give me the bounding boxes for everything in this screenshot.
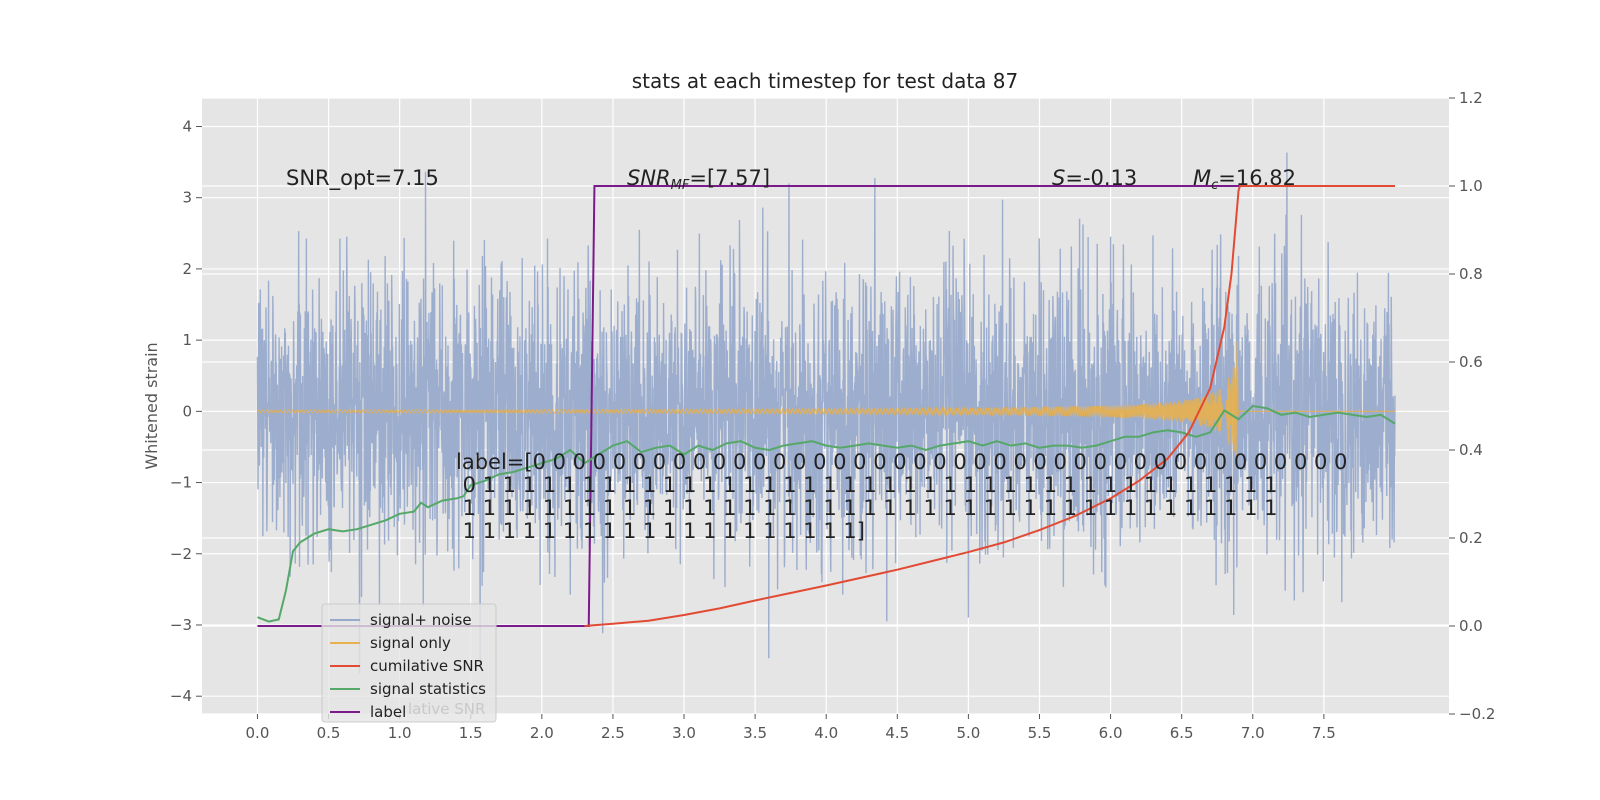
legend-items: signal+ noise signal only cumilative SNR si…	[330, 611, 486, 721]
annotation-snr-mf-subscript: MF	[671, 178, 690, 193]
series-signal-noise	[256, 152, 1396, 674]
annotation-spin: S=-0.13	[1052, 166, 1137, 190]
annotation-label-line-3: 1 1 1 1 1 1 1 1 1 1 1 1 1 1 1 1 1 1 1 1 …	[456, 496, 1277, 520]
x-tick-label: 0.5	[317, 724, 341, 742]
annotation-snr-mf-value: =[7.57]	[689, 166, 770, 190]
y-tick-label: 0	[182, 402, 192, 420]
x-tick-label: 1.5	[459, 724, 483, 742]
y-tick-label: −3	[170, 616, 192, 634]
series-signal-only	[257, 340, 1395, 466]
x-tick-label: 5.0	[956, 724, 980, 742]
annotation-label-line-1: label=[0 0 0 0 0 0 0 0 0 0 0 0 0 0 0 0 0…	[456, 450, 1347, 474]
legend-label: signal only	[370, 634, 451, 652]
x-tick-label: 4.0	[814, 724, 838, 742]
y-tick-label: 2	[182, 260, 192, 278]
y2-tick-label: 0.8	[1459, 265, 1483, 283]
y2-tick-label: −0.2	[1459, 705, 1495, 723]
y-tick-label: −4	[170, 687, 192, 705]
legend-item-signal-statistics: signal statistics	[330, 680, 486, 698]
y2-tick-label: 0.0	[1459, 617, 1483, 635]
y-tick-label: 1	[182, 331, 192, 349]
x-tick-label: 7.5	[1312, 724, 1336, 742]
annotation-spin-symbol: S	[1052, 166, 1065, 190]
x-tick-label: 5.5	[1028, 724, 1052, 742]
x-tick-label: 6.0	[1099, 724, 1123, 742]
x-tick-label: 6.5	[1170, 724, 1194, 742]
y2-tick-label: 0.2	[1459, 529, 1483, 547]
legend-ghost-text: lative SNR	[408, 700, 485, 718]
x-tick-label: 2.5	[601, 724, 625, 742]
x-tick-label: 1.0	[388, 724, 412, 742]
legend-item-cumulative-snr: cumilative SNR	[330, 657, 484, 675]
annotation-chirp-mass: Mc=16.82	[1193, 166, 1296, 193]
x-tick-label: 3.5	[743, 724, 767, 742]
legend-label: label	[370, 703, 406, 721]
y-tick-label: 4	[182, 117, 192, 135]
annotation-label-line-4: 1 1 1 1 1 1 1 1 1 1 1 1 1 1 1 1 1 1 1 1]	[456, 519, 865, 543]
y2-tick-label: 1.0	[1459, 177, 1483, 195]
y-axis-label: Whitened strain	[142, 342, 161, 469]
annotation-chirp-mass-value: =16.82	[1218, 166, 1296, 190]
y-axis-left: 4 3 2 1 0 −1 −2 −3 −4	[170, 117, 202, 705]
x-tick-label: 2.0	[530, 724, 554, 742]
legend-label: cumilative SNR	[370, 657, 484, 675]
annotation-chirp-mass-symbol: M	[1193, 166, 1211, 190]
legend-box	[321, 603, 497, 723]
x-tick-label: 0.0	[246, 724, 270, 742]
annotation-snr-mf-symbol: SNR	[627, 166, 671, 190]
legend: lative SNR signal+ noise signal only cumil…	[321, 603, 497, 723]
y-tick-label: −2	[170, 545, 192, 563]
annotation-snr-mf: SNRMF=[7.57]	[627, 166, 770, 193]
x-tick-label: 4.5	[885, 724, 909, 742]
y-axis-right: 1.2 1.0 0.8 0.6 0.4 0.2 0.0 −0.2	[1449, 89, 1495, 723]
y-tick-label: −1	[170, 474, 192, 492]
x-axis: 0.0 0.5 1.0 1.5 2.0 2.5 3.0 3.5 4.0 4.5 5.0 5.5 6.0 6…	[246, 714, 1336, 742]
annotation-snr-opt: SNR_opt=7.15	[286, 166, 439, 191]
annotations: SNR_opt=7.15 SNRMF=[7.57] S=-0.13 Mc=16.…	[286, 166, 1347, 543]
legend-item-signal-only: signal only	[330, 634, 451, 652]
x-tick-label: 7.0	[1241, 724, 1265, 742]
y2-tick-label: 0.6	[1459, 353, 1483, 371]
legend-label: signal statistics	[370, 680, 486, 698]
annotation-spin-value: =-0.13	[1065, 166, 1137, 190]
y2-tick-label: 0.4	[1459, 441, 1483, 459]
legend-item-signal-noise: signal+ noise	[330, 611, 472, 629]
annotation-chirp-mass-subscript: c	[1211, 178, 1218, 193]
series-signal-statistics	[257, 404, 1396, 623]
y-tick-label: 3	[182, 189, 192, 207]
legend-item-label: label	[330, 703, 406, 721]
annotation-label-line-2: 0 1 1 1 1 1 1 1 1 1 1 1 1 1 1 1 1 1 1 1 …	[456, 473, 1277, 497]
chart-title: stats at each timestep for test data 87	[632, 69, 1018, 93]
legend-label: signal+ noise	[370, 611, 472, 629]
y2-tick-label: 1.2	[1459, 89, 1483, 107]
series-cumulative-snr	[584, 185, 1395, 627]
x-tick-label: 3.0	[672, 724, 696, 742]
